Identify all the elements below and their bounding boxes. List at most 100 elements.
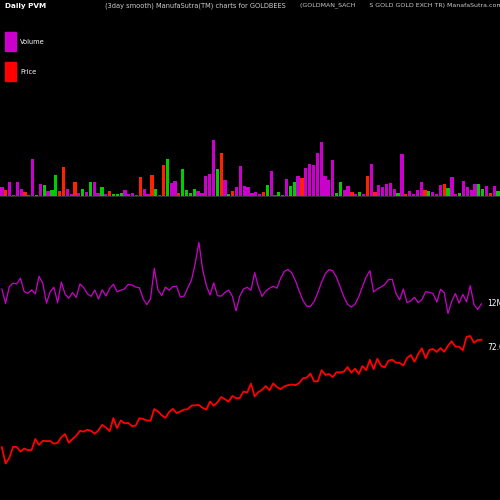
Bar (227, 194, 230, 196)
Bar (281, 194, 284, 196)
Bar (24, 192, 26, 196)
Bar (96, 193, 100, 196)
Bar (31, 159, 34, 196)
Bar (377, 184, 380, 196)
Bar (492, 186, 496, 196)
Bar (189, 192, 192, 196)
Bar (181, 168, 184, 196)
Bar (162, 165, 165, 196)
Text: (3day smooth) ManufaSutra(TM) charts for GOLDBEES: (3day smooth) ManufaSutra(TM) charts for… (105, 2, 286, 9)
Bar (131, 193, 134, 196)
Bar (362, 194, 365, 196)
Bar (274, 195, 276, 196)
Bar (354, 194, 358, 196)
Bar (412, 194, 415, 196)
Bar (335, 193, 338, 196)
Bar (350, 192, 354, 196)
Bar (216, 169, 219, 196)
Bar (489, 193, 492, 196)
Bar (416, 190, 419, 196)
Bar (442, 184, 446, 196)
Bar (370, 164, 373, 196)
Bar (239, 166, 242, 196)
Bar (5, 32, 16, 52)
Bar (431, 192, 434, 196)
Bar (174, 181, 176, 196)
Bar (158, 195, 162, 196)
Bar (466, 187, 469, 196)
Bar (308, 164, 311, 196)
Bar (220, 153, 223, 196)
Bar (327, 180, 330, 196)
Bar (439, 185, 442, 196)
Bar (77, 194, 80, 196)
Bar (481, 189, 484, 196)
Bar (396, 193, 400, 196)
Bar (462, 180, 465, 196)
Text: Price: Price (20, 68, 36, 74)
Bar (250, 194, 254, 196)
Text: Daily PVM: Daily PVM (5, 2, 46, 8)
Bar (300, 178, 304, 196)
Bar (42, 184, 46, 196)
Bar (150, 174, 154, 197)
Bar (246, 188, 250, 196)
Bar (66, 190, 69, 196)
Bar (81, 189, 84, 196)
Bar (62, 167, 65, 196)
Bar (127, 194, 130, 196)
Bar (285, 179, 288, 196)
Bar (242, 186, 246, 196)
Bar (262, 192, 265, 196)
Bar (92, 182, 96, 196)
Bar (342, 190, 346, 196)
Bar (74, 182, 76, 196)
Bar (139, 178, 142, 197)
Bar (381, 187, 384, 196)
Bar (124, 190, 126, 196)
Bar (35, 195, 38, 196)
Bar (277, 192, 280, 196)
Bar (474, 184, 476, 196)
Bar (316, 153, 319, 196)
Bar (374, 192, 376, 196)
Bar (196, 192, 200, 196)
Bar (192, 189, 196, 196)
Bar (385, 184, 388, 196)
Bar (312, 166, 315, 196)
Bar (100, 187, 103, 196)
Bar (404, 194, 407, 196)
Bar (108, 191, 111, 196)
Bar (477, 184, 480, 196)
Bar (89, 182, 92, 196)
Bar (224, 180, 226, 196)
Bar (12, 195, 15, 196)
Bar (324, 176, 326, 197)
Bar (450, 177, 454, 197)
Bar (116, 194, 119, 196)
Bar (366, 176, 369, 197)
Bar (85, 192, 88, 196)
Bar (204, 176, 208, 197)
Bar (266, 186, 269, 196)
Bar (408, 191, 411, 196)
Bar (170, 182, 173, 196)
Bar (0, 186, 4, 196)
Bar (389, 183, 392, 196)
Bar (212, 140, 215, 196)
Bar (142, 189, 146, 196)
Bar (38, 184, 42, 196)
Bar (358, 192, 361, 196)
Bar (27, 194, 30, 196)
Bar (20, 188, 23, 196)
Bar (104, 194, 108, 196)
Text: (GOLDMAN_SACH       S GOLD GOLD EXCH TR) ManafaSutra.com: (GOLDMAN_SACH S GOLD GOLD EXCH TR) Manaf… (300, 2, 500, 8)
Bar (177, 193, 180, 196)
Bar (254, 192, 258, 196)
Bar (392, 190, 396, 196)
Bar (270, 170, 273, 196)
Bar (458, 194, 461, 196)
Bar (435, 194, 438, 196)
Bar (289, 186, 292, 196)
Bar (185, 190, 188, 196)
